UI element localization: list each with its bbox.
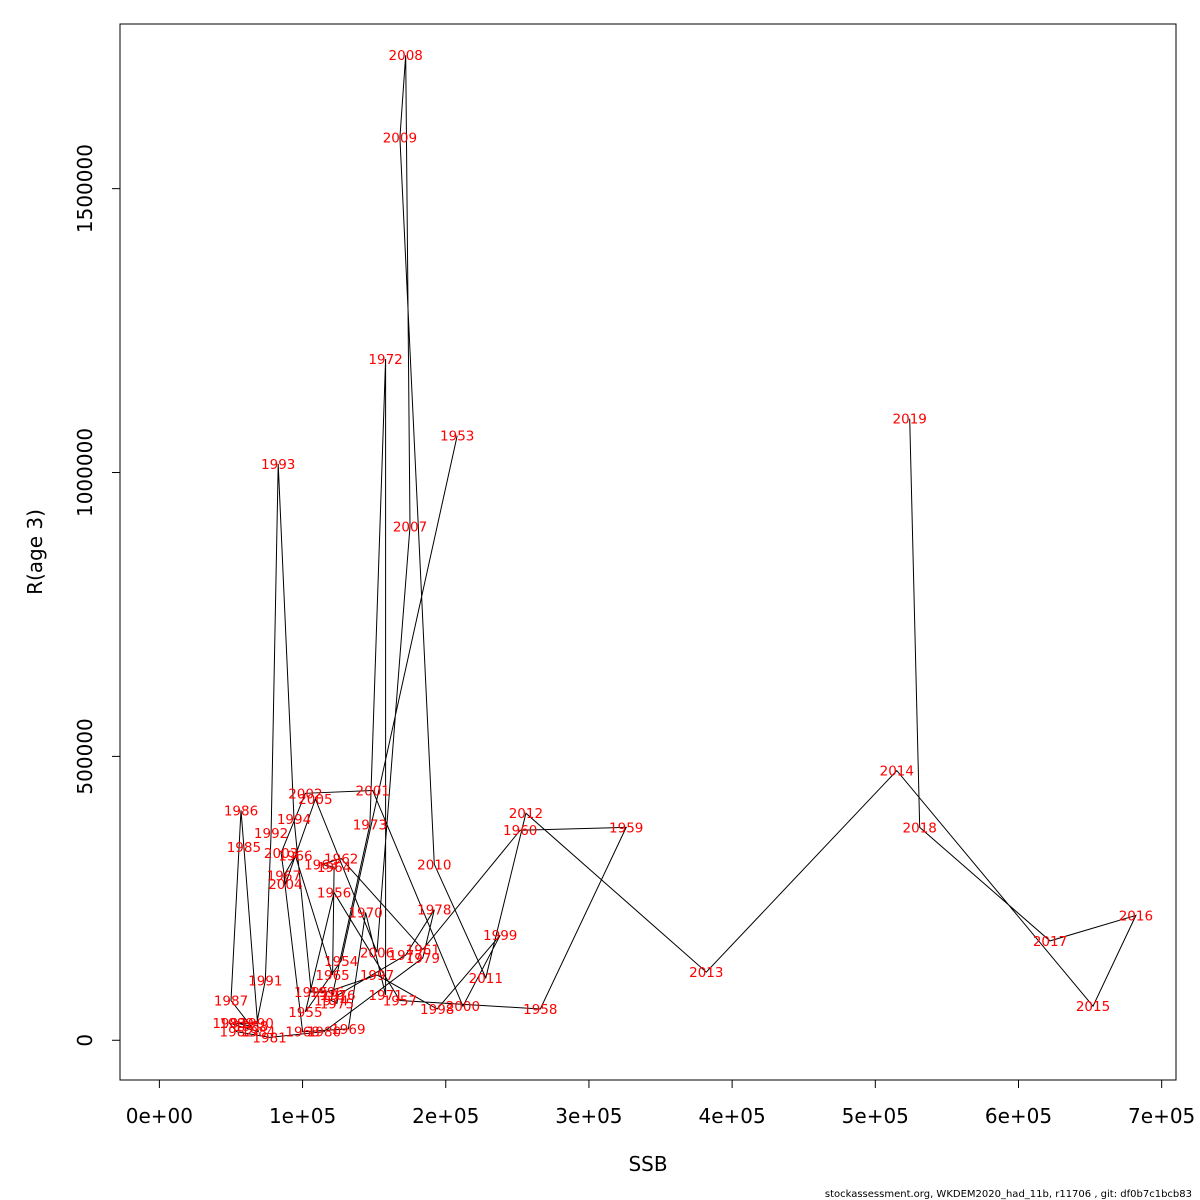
point-label-1988: 1988 [234,1019,268,1035]
y-axis-title: R(age 3) [23,509,47,595]
point-label-1974: 1974 [314,994,348,1010]
point-label-1979: 1979 [406,951,440,967]
y-tick-label: 1500000 [73,144,97,233]
x-axis-title: SSB [628,1152,667,1176]
point-label-2011: 2011 [469,971,503,987]
point-label-2000: 2000 [446,999,480,1015]
point-label-1985: 1985 [227,840,261,856]
point-label-1995: 1995 [294,985,328,1001]
point-label-2016: 2016 [1119,908,1153,924]
point-label-1981: 1981 [252,1030,286,1046]
point-label-1965: 1965 [315,968,349,984]
point-label-1987: 1987 [214,994,248,1010]
footer-credit: stockassessment.org, WKDEM2020_had_11b, … [825,1189,1192,1200]
point-label-1975: 1975 [320,996,354,1012]
point-label-1972: 1972 [368,352,402,368]
point-label-2017: 2017 [1033,934,1067,950]
point-label-1982: 1982 [220,1025,254,1041]
point-label-1991: 1991 [248,974,282,990]
point-label-1953: 1953 [440,429,474,445]
series-layer [228,55,1137,1038]
point-label-2005: 2005 [298,792,332,808]
point-label-1962: 1962 [324,852,358,868]
x-tick-label: 4e+05 [698,1104,765,1128]
sr-trajectory-line [228,55,1137,1038]
point-label-2019: 2019 [893,412,927,428]
point-label-1990: 1990 [240,1016,274,1032]
point-label-2010: 2010 [417,857,451,873]
point-label-2014: 2014 [880,764,914,780]
point-label-2003: 2003 [264,846,298,862]
point-label-1977: 1977 [389,948,423,964]
point-label-1967: 1967 [267,869,301,885]
point-label-2012: 2012 [509,806,543,822]
point-label-1955: 1955 [288,1005,322,1021]
point-label-2008: 2008 [389,48,423,64]
point-label-1964: 1964 [317,860,351,876]
point-label-1980: 1980 [307,1025,341,1041]
point-label-1960: 1960 [503,823,537,839]
point-label-1959: 1959 [609,820,643,836]
point-label-1973: 1973 [353,818,387,834]
x-tick-label: 5e+05 [842,1104,909,1128]
point-label-1961: 1961 [406,942,440,958]
point-label-2007: 2007 [393,520,427,536]
point-label-2013: 2013 [689,965,723,981]
x-axis: 0e+00 1e+05 2e+05 3e+05 4e+05 5e+05 6e+05 7e+05 [126,1079,1195,1128]
point-label-1999: 1999 [483,928,517,944]
point-label-1993: 1993 [261,457,295,473]
x-tick-label: 2e+05 [412,1104,479,1128]
labels-layer: 1953 1954 1955 1956 1957 1958 1959 1960 1961 1962… [212,48,1153,1046]
point-label-1983: 1983 [212,1016,246,1032]
point-label-1997: 1997 [360,968,394,984]
point-label-1966: 1966 [278,849,312,865]
y-tick-label: 1000000 [73,428,97,517]
point-label-1970: 1970 [348,906,382,922]
point-label-1969: 1969 [331,1022,365,1038]
point-label-1976: 1976 [321,988,355,1004]
point-label-2015: 2015 [1076,999,1110,1015]
point-label-2009: 2009 [383,131,417,147]
y-tick-label: 0 [73,1034,97,1047]
point-label-1957: 1957 [383,994,417,1010]
point-label-1954: 1954 [324,954,358,970]
point-label-1996: 1996 [310,985,344,1001]
point-label-1958: 1958 [523,1002,557,1018]
point-label-1994: 1994 [277,812,311,828]
x-tick-label: 7e+05 [1128,1104,1195,1128]
point-label-2006: 2006 [360,945,394,961]
point-label-1984: 1984 [241,1025,275,1041]
point-label-1998: 1998 [420,1002,454,1018]
point-label-1968: 1968 [285,1025,319,1041]
point-label-1986: 1986 [224,803,258,819]
point-label-1992: 1992 [254,826,288,842]
x-tick-label: 6e+05 [985,1104,1052,1128]
point-label-2004: 2004 [268,877,302,893]
point-label-1956: 1956 [317,886,351,902]
point-label-2018: 2018 [903,820,937,836]
x-tick-label: 3e+05 [555,1104,622,1128]
x-tick-label: 1e+05 [269,1104,336,1128]
x-tick-label: 0e+00 [126,1104,193,1128]
point-label-1971: 1971 [368,988,402,1004]
y-tick-label: 500000 [73,718,97,794]
y-axis: 0 500000 1000000 1500000 [73,144,121,1047]
point-label-2002: 2002 [288,786,322,802]
point-label-2001: 2001 [356,784,390,800]
point-label-1963: 1963 [304,857,338,873]
point-label-1978: 1978 [417,903,451,919]
point-label-1989: 1989 [220,1016,254,1032]
